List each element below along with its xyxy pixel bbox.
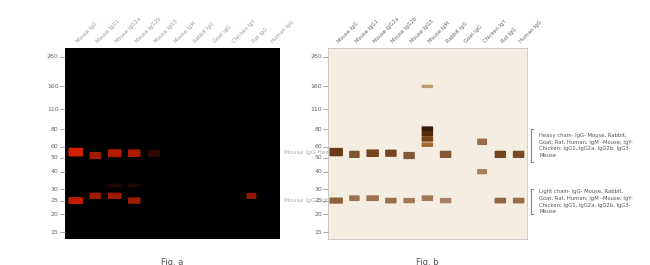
Text: Rat IgG: Rat IgG (252, 27, 268, 44)
FancyBboxPatch shape (404, 152, 415, 159)
Text: Heavy chain- IgG- Mouse, Rabbit,
Goat, Rat, Human; IgM –Mouse; IgY-
Chicken; IgG: Heavy chain- IgG- Mouse, Rabbit, Goat, R… (540, 133, 633, 158)
Text: Mouse IgG2a: Mouse IgG2a (372, 16, 400, 44)
Text: 20: 20 (315, 212, 322, 217)
Text: Mouse IgG Heavy Chain: Mouse IgG Heavy Chain (284, 149, 354, 154)
Text: 160: 160 (311, 84, 322, 89)
FancyBboxPatch shape (90, 193, 101, 199)
FancyBboxPatch shape (440, 151, 451, 158)
FancyBboxPatch shape (385, 149, 396, 157)
FancyBboxPatch shape (477, 169, 487, 174)
FancyBboxPatch shape (367, 195, 379, 201)
FancyBboxPatch shape (68, 148, 83, 156)
Text: 60: 60 (315, 144, 322, 149)
Text: Mouse IgG: Mouse IgG (75, 21, 99, 44)
Text: Human IgG: Human IgG (519, 19, 543, 44)
Text: 260: 260 (47, 54, 58, 59)
FancyBboxPatch shape (495, 198, 506, 204)
Text: 80: 80 (51, 126, 58, 131)
FancyBboxPatch shape (513, 151, 525, 158)
FancyBboxPatch shape (422, 195, 433, 201)
Text: 25: 25 (51, 198, 58, 203)
FancyBboxPatch shape (367, 149, 379, 157)
Text: 40: 40 (315, 169, 322, 174)
Text: 40: 40 (51, 169, 58, 174)
Text: 110: 110 (47, 107, 58, 112)
Text: Mouse IgG3: Mouse IgG3 (154, 19, 179, 44)
Text: Light chain- IgG- Mouse, Rabbit,
Goat, Rat, Human; IgM –Mouse; IgY-
Chicken; IgG: Light chain- IgG- Mouse, Rabbit, Goat, R… (540, 189, 633, 214)
FancyBboxPatch shape (128, 183, 140, 187)
Text: Mouse IgG Light Chain: Mouse IgG Light Chain (284, 198, 350, 203)
FancyBboxPatch shape (148, 150, 160, 157)
Text: Mouse IgG2b: Mouse IgG2b (391, 16, 419, 44)
Text: Goat IgG: Goat IgG (464, 24, 484, 44)
Text: 110: 110 (311, 107, 322, 112)
FancyBboxPatch shape (330, 148, 343, 156)
Text: Goat IgG: Goat IgG (213, 24, 232, 44)
Text: Mouse IgM: Mouse IgM (428, 21, 450, 44)
Text: 30: 30 (51, 187, 58, 192)
Text: 260: 260 (311, 54, 322, 59)
FancyBboxPatch shape (246, 193, 256, 199)
FancyBboxPatch shape (440, 198, 451, 203)
Text: Mouse IgG2b: Mouse IgG2b (135, 16, 162, 44)
Text: Chicken IgY: Chicken IgY (482, 19, 508, 44)
Text: Fig. b: Fig. b (416, 258, 439, 265)
Text: Mouse IgG3: Mouse IgG3 (409, 19, 434, 44)
FancyBboxPatch shape (68, 197, 83, 204)
FancyBboxPatch shape (495, 151, 506, 158)
Text: 60: 60 (51, 144, 58, 149)
FancyBboxPatch shape (422, 136, 433, 142)
Text: Fig. a: Fig. a (161, 258, 183, 265)
Text: 80: 80 (315, 126, 322, 131)
Text: 50: 50 (51, 156, 58, 160)
Text: Rat IgG: Rat IgG (500, 27, 517, 44)
Text: 50: 50 (315, 156, 322, 160)
FancyBboxPatch shape (349, 151, 359, 158)
FancyBboxPatch shape (422, 126, 433, 132)
FancyBboxPatch shape (513, 198, 525, 204)
FancyBboxPatch shape (422, 142, 433, 147)
Text: Human IgG: Human IgG (271, 19, 295, 44)
FancyBboxPatch shape (477, 139, 487, 145)
Text: Mouse IgG1: Mouse IgG1 (354, 19, 380, 44)
FancyBboxPatch shape (108, 183, 122, 187)
Text: 15: 15 (51, 229, 58, 235)
FancyBboxPatch shape (330, 197, 343, 204)
Text: Mouse IgG: Mouse IgG (336, 21, 359, 44)
FancyBboxPatch shape (128, 149, 140, 157)
Text: 25: 25 (315, 198, 322, 203)
FancyBboxPatch shape (422, 85, 433, 88)
Text: Chicken IgY: Chicken IgY (232, 19, 257, 44)
Text: Rabbit IgG: Rabbit IgG (446, 21, 469, 44)
FancyBboxPatch shape (349, 195, 359, 201)
Text: Rabbit IgG: Rabbit IgG (193, 21, 216, 44)
Text: 15: 15 (315, 229, 322, 235)
Text: 30: 30 (315, 187, 322, 192)
FancyBboxPatch shape (422, 131, 433, 136)
Text: Mouse IgG2a: Mouse IgG2a (115, 16, 142, 44)
FancyBboxPatch shape (404, 198, 415, 203)
FancyBboxPatch shape (108, 149, 122, 157)
Text: Mouse IgM: Mouse IgM (174, 21, 197, 44)
FancyBboxPatch shape (90, 152, 101, 159)
Text: 160: 160 (47, 84, 58, 89)
Text: 20: 20 (51, 212, 58, 217)
FancyBboxPatch shape (108, 193, 122, 199)
Text: Mouse IgG1: Mouse IgG1 (96, 19, 121, 44)
FancyBboxPatch shape (128, 197, 140, 204)
FancyBboxPatch shape (385, 198, 396, 204)
